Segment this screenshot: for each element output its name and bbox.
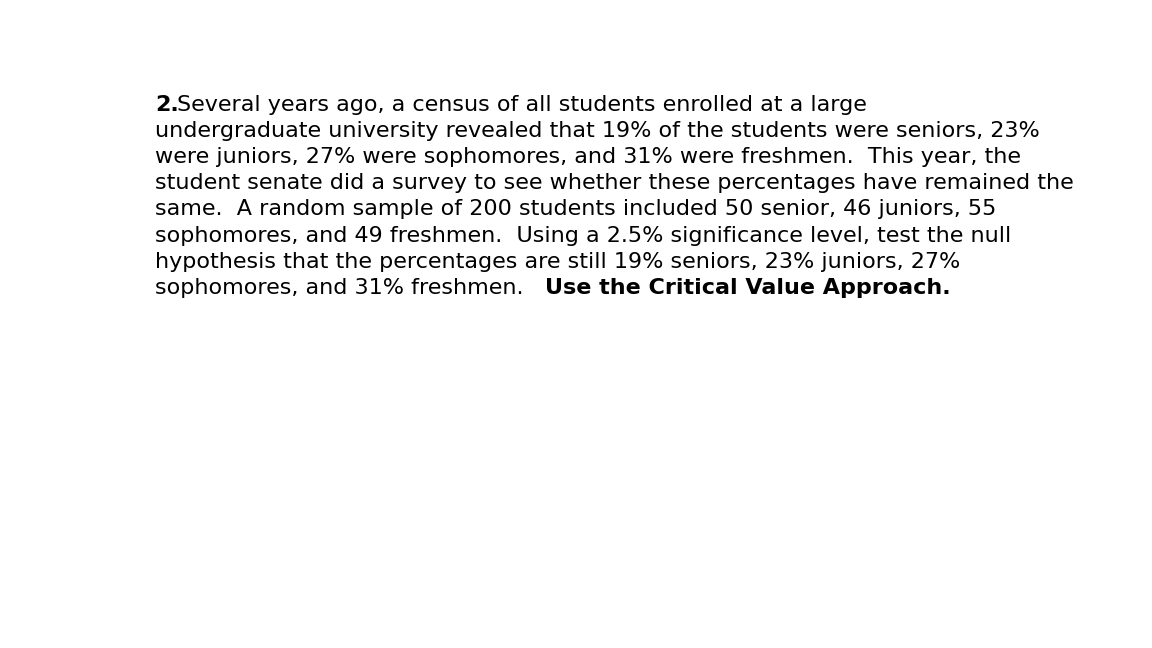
Text: Use the Critical Value Approach.: Use the Critical Value Approach. (545, 278, 950, 298)
Text: sophomores, and 31% freshmen.: sophomores, and 31% freshmen. (154, 278, 545, 298)
Text: were juniors, 27% were sophomores, and 31% were freshmen.  This year, the: were juniors, 27% were sophomores, and 3… (154, 147, 1021, 167)
Text: undergraduate university revealed that 19% of the students were seniors, 23%: undergraduate university revealed that 1… (154, 121, 1039, 141)
Text: 2.: 2. (154, 95, 179, 115)
Text: Several years ago, a census of all students enrolled at a large: Several years ago, a census of all stude… (176, 95, 866, 115)
Text: sophomores, and 49 freshmen.  Using a 2.5% significance level, test the null: sophomores, and 49 freshmen. Using a 2.5… (154, 226, 1011, 246)
Text: same.  A random sample of 200 students included 50 senior, 46 juniors, 55: same. A random sample of 200 students in… (154, 200, 996, 220)
Text: hypothesis that the percentages are still 19% seniors, 23% juniors, 27%: hypothesis that the percentages are stil… (154, 252, 960, 272)
Text: student senate did a survey to see whether these percentages have remained the: student senate did a survey to see wheth… (154, 173, 1074, 193)
